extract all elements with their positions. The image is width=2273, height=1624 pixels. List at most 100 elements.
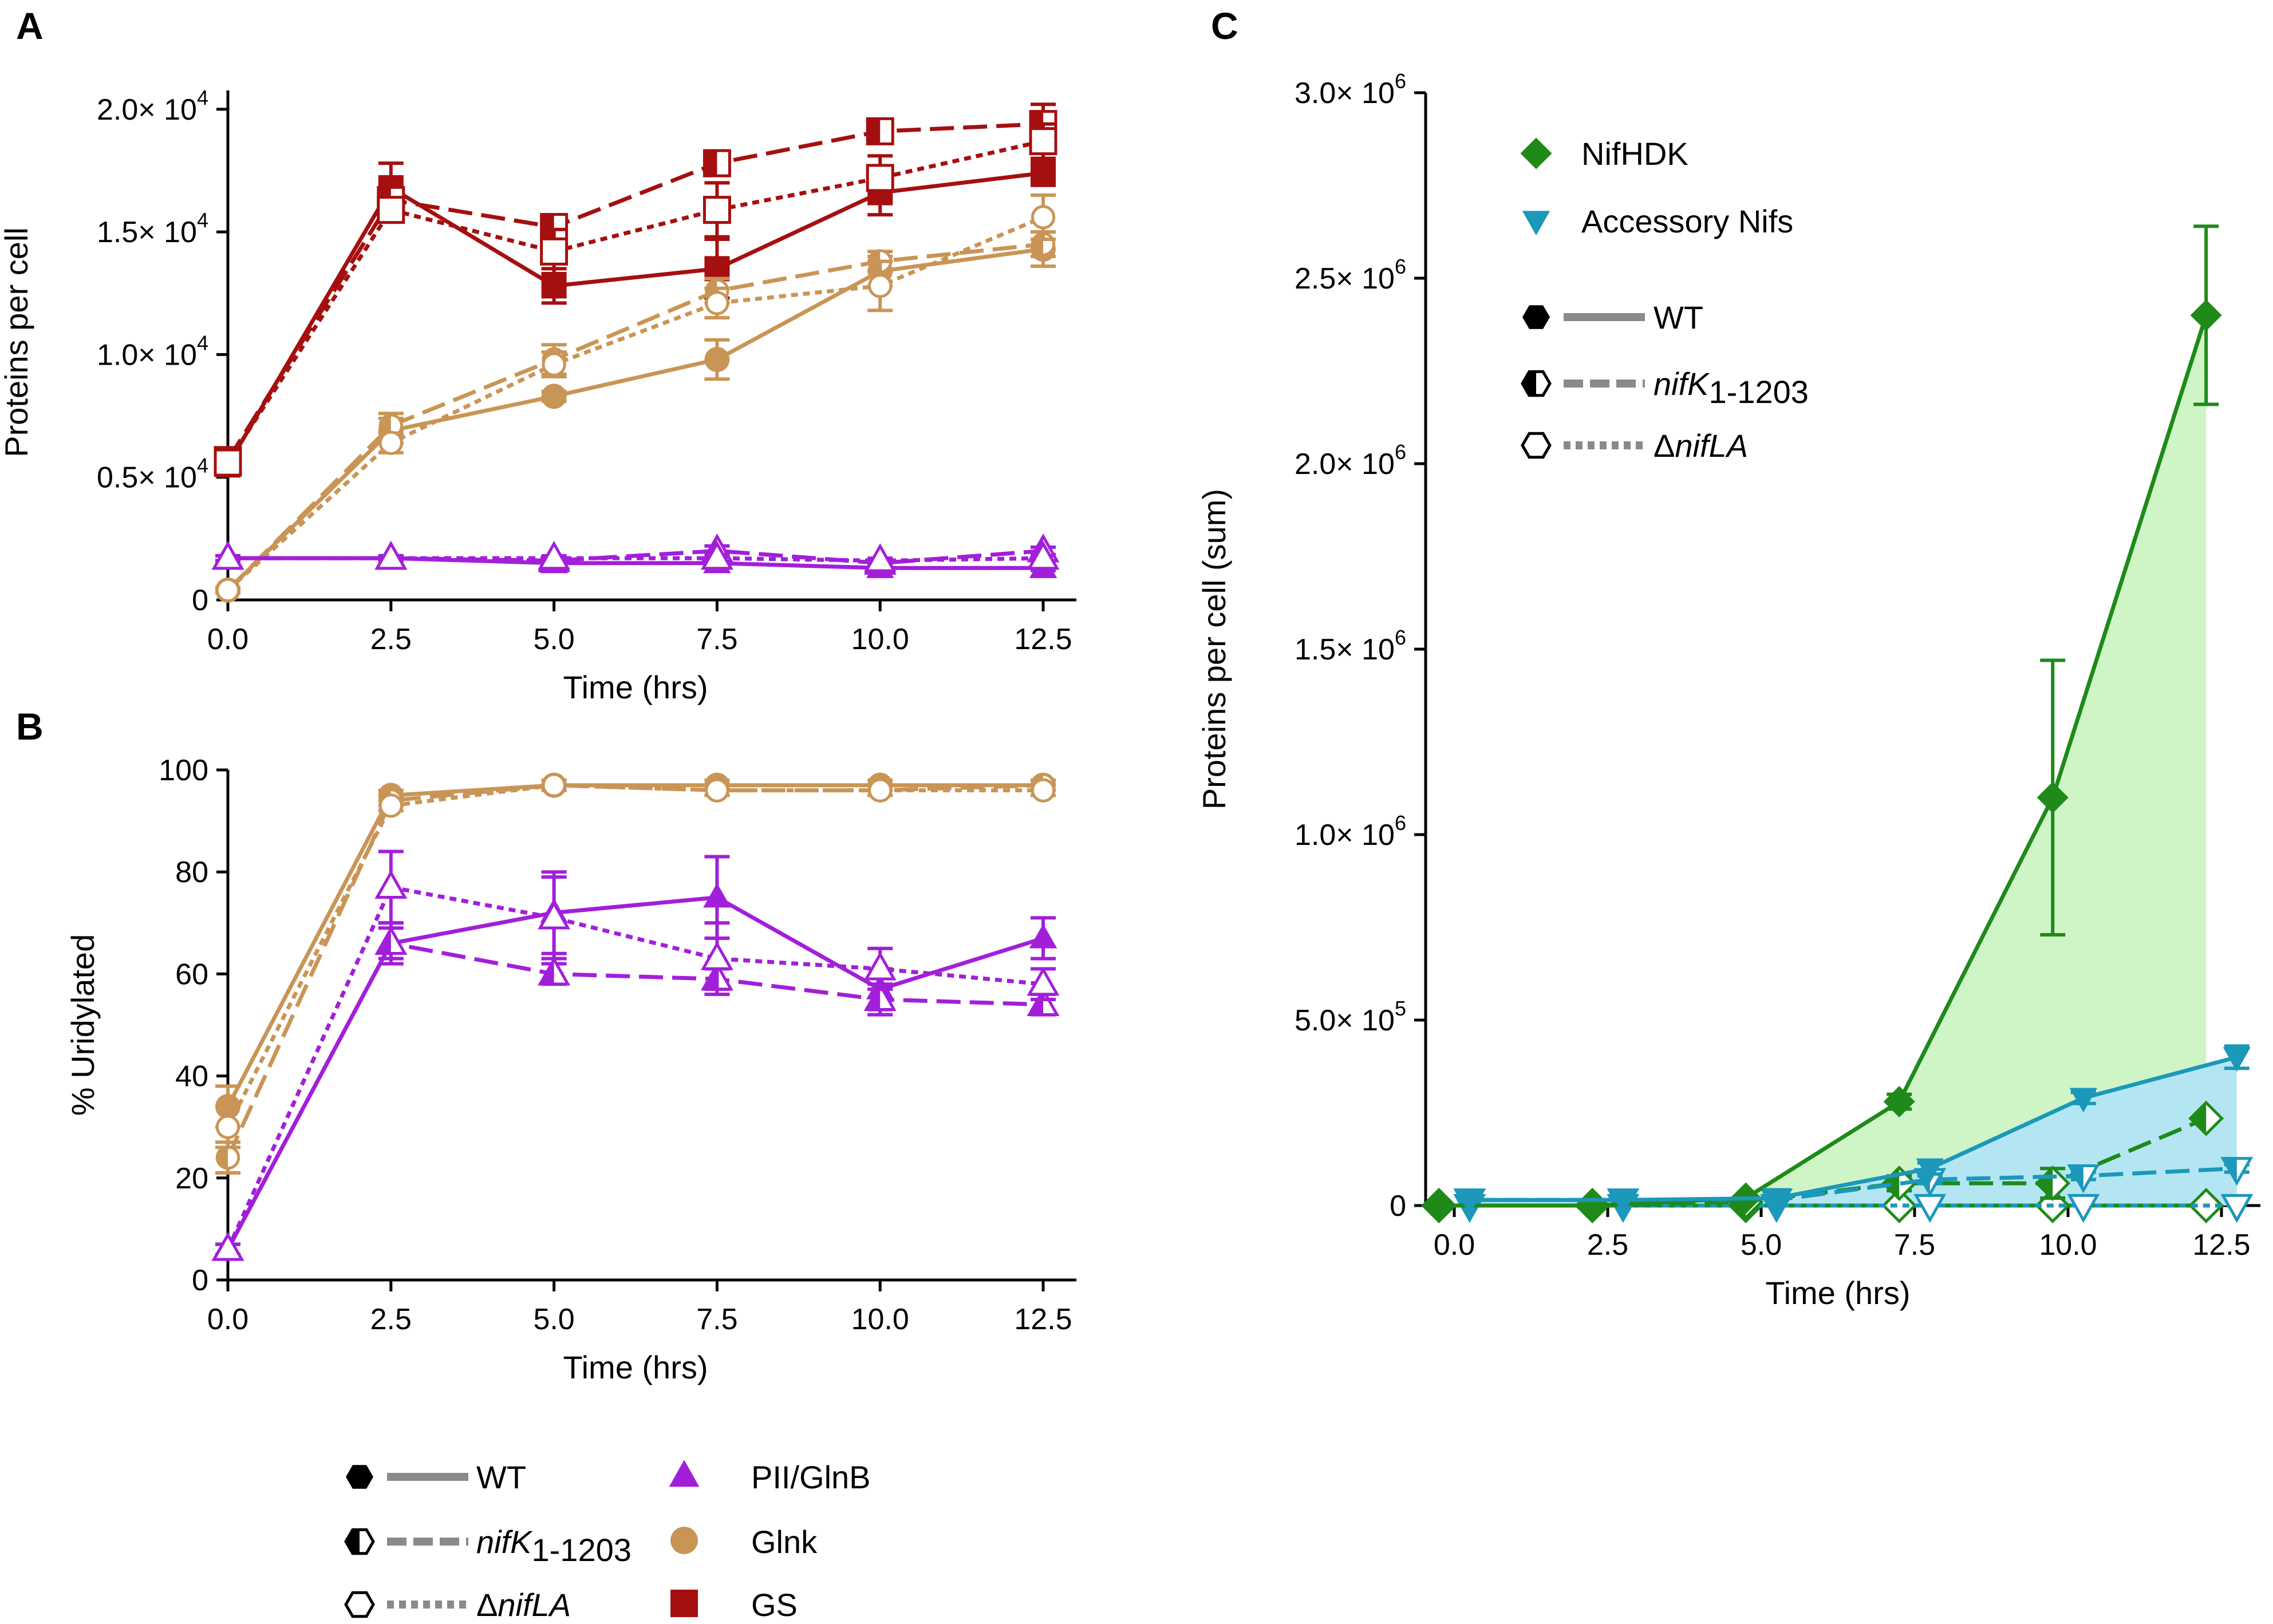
data-point bbox=[538, 957, 571, 986]
legend-strain-key bbox=[344, 1591, 468, 1618]
x-tick-label: 0.0 bbox=[207, 623, 248, 656]
marker-shape bbox=[863, 543, 897, 572]
x-tick-label: 12.5 bbox=[1014, 1303, 1072, 1336]
x-tick-label: 5.0 bbox=[1741, 1228, 1782, 1262]
data-point bbox=[215, 1115, 240, 1139]
series-nifhdk-wt bbox=[1423, 224, 2222, 1222]
x-tick-label: 12.5 bbox=[1014, 623, 1072, 656]
series-line bbox=[226, 783, 1044, 1159]
x-tick-label: 10.0 bbox=[2039, 1228, 2097, 1262]
x-tick-label: 7.5 bbox=[1894, 1228, 1935, 1262]
marker-shape bbox=[705, 291, 729, 315]
series-line bbox=[226, 171, 1044, 467]
marker-shape bbox=[670, 1527, 698, 1554]
legend-protein-label: GS bbox=[751, 1587, 798, 1623]
data-point bbox=[2067, 1164, 2100, 1194]
data-point bbox=[1576, 1190, 1608, 1222]
marker-shape bbox=[2037, 781, 2069, 813]
y-axis-title: Proteins per cell (sum) bbox=[1196, 489, 1232, 809]
y-tick-label: 100 bbox=[159, 754, 208, 787]
marker-shape bbox=[1031, 205, 1056, 230]
marker-shape bbox=[538, 540, 571, 570]
data-point bbox=[1913, 1194, 1947, 1223]
marker-half bbox=[217, 1147, 228, 1168]
y-tick-label: 5.0× 105 bbox=[1295, 997, 1406, 1037]
data-point bbox=[700, 540, 733, 570]
marker-half bbox=[1522, 372, 1536, 396]
data-point bbox=[1031, 160, 1056, 186]
data-point bbox=[211, 540, 244, 570]
marker-shape bbox=[344, 1591, 375, 1618]
y-tick-label: 0 bbox=[1390, 1190, 1406, 1223]
legend-strain-key bbox=[344, 1528, 468, 1555]
y-tick-label: 80 bbox=[175, 856, 208, 889]
legend-protein-label: Glnk bbox=[751, 1524, 818, 1560]
panel-a: A 0.0 2.5 5.0 7.5 10.0 12.5 0 0.5× 104 1.0× 104 1.… bbox=[0, 5, 1076, 705]
marker-shape bbox=[378, 793, 403, 818]
data-point bbox=[703, 883, 731, 908]
y-tick-label: 40 bbox=[175, 1060, 208, 1093]
data-point bbox=[863, 543, 897, 572]
legend-c-strain-label: WT bbox=[1654, 299, 1703, 335]
marker-shape bbox=[2069, 1088, 2097, 1113]
marker-half bbox=[2190, 1103, 2207, 1135]
data-point bbox=[1609, 1190, 1637, 1215]
data-point bbox=[1423, 1190, 1455, 1222]
data-point bbox=[1027, 540, 1060, 570]
x-axis-title: Time (hrs) bbox=[563, 669, 708, 705]
marker-shape bbox=[1031, 160, 1056, 186]
series-accessory-nifs-wt bbox=[1455, 1044, 2251, 1215]
marker-shape bbox=[2223, 1047, 2251, 1072]
marker-shape bbox=[703, 196, 731, 224]
legend-strain-label: nifK1-1203 bbox=[476, 1524, 632, 1568]
x-tick-label: 2.5 bbox=[1587, 1228, 1628, 1262]
series-glnk-delta-nifla bbox=[215, 773, 1056, 1149]
legend-strain-key bbox=[1521, 370, 1645, 397]
marker-half bbox=[704, 151, 717, 176]
data-point bbox=[704, 256, 730, 282]
series-line bbox=[226, 895, 1044, 1251]
data-point bbox=[542, 773, 566, 797]
series-gs-delta-nifla bbox=[214, 122, 1057, 477]
data-point bbox=[703, 196, 731, 224]
marker-shape bbox=[705, 778, 729, 803]
data-point bbox=[538, 540, 571, 570]
marker-shape bbox=[541, 384, 567, 409]
marker-shape bbox=[215, 578, 240, 603]
marker-shape bbox=[670, 1590, 698, 1617]
x-tick-label: 10.0 bbox=[851, 623, 909, 656]
data-point bbox=[542, 352, 566, 377]
marker-shape bbox=[2220, 1194, 2254, 1223]
panel-label-c: C bbox=[1211, 5, 1238, 47]
data-point bbox=[866, 164, 894, 192]
data-point bbox=[2188, 1100, 2224, 1136]
data-point bbox=[703, 149, 731, 177]
data-point bbox=[1027, 966, 1060, 996]
marker-shape bbox=[1520, 137, 1552, 169]
series-pii-glnb-wt bbox=[214, 855, 1057, 1260]
x-axis-title: Time (hrs) bbox=[1765, 1275, 1910, 1311]
series-line bbox=[226, 215, 1044, 592]
data-point bbox=[700, 941, 733, 970]
marker-shape bbox=[542, 352, 566, 377]
marker-half bbox=[867, 118, 881, 144]
marker-shape bbox=[868, 778, 893, 803]
marker-half bbox=[2069, 1165, 2083, 1191]
data-point bbox=[211, 1232, 244, 1261]
y-tick-label: 1.0× 104 bbox=[97, 331, 208, 372]
marker-shape bbox=[215, 1115, 240, 1139]
series-pii-glnb-delta-nifla bbox=[211, 849, 1060, 1261]
x-tick-label: 10.0 bbox=[851, 1303, 909, 1336]
data-point bbox=[215, 578, 240, 603]
legend-accessory-marker bbox=[1522, 211, 1550, 236]
x-tick-label: 2.5 bbox=[370, 623, 412, 656]
panel-label-a: A bbox=[16, 5, 44, 47]
legend-protein-marker bbox=[670, 1590, 698, 1617]
marker-shape bbox=[1916, 1158, 1944, 1183]
marker-shape bbox=[704, 256, 730, 282]
y-tick-label: 1.0× 106 bbox=[1295, 811, 1406, 852]
marker-shape bbox=[866, 164, 894, 192]
data-point bbox=[1455, 1190, 1483, 1215]
legend-strain-key bbox=[346, 1465, 468, 1489]
